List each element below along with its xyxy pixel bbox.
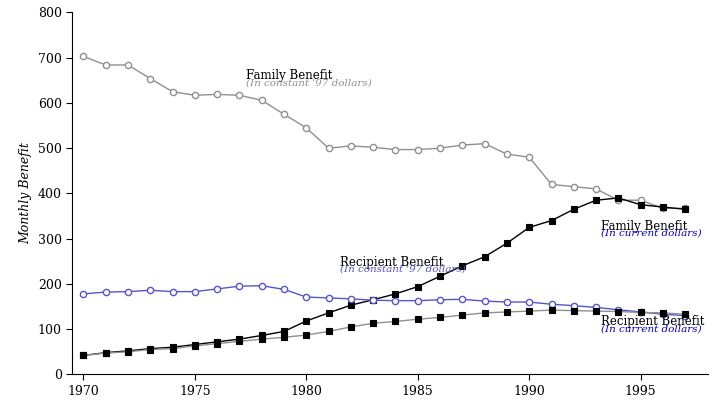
Y-axis label: Monthly Benefit: Monthly Benefit xyxy=(19,143,32,244)
Text: Recipient Benefit: Recipient Benefit xyxy=(601,315,704,328)
Text: (In current dollars): (In current dollars) xyxy=(601,324,701,333)
Text: (In constant '97 dollars): (In constant '97 dollars) xyxy=(246,79,372,88)
Text: Family Benefit: Family Benefit xyxy=(601,220,687,233)
Text: (In constant '97 dollars): (In constant '97 dollars) xyxy=(340,265,466,274)
Text: Recipient Benefit: Recipient Benefit xyxy=(340,256,443,269)
Text: (In current dollars): (In current dollars) xyxy=(601,228,701,237)
Text: Family Benefit: Family Benefit xyxy=(246,69,332,82)
